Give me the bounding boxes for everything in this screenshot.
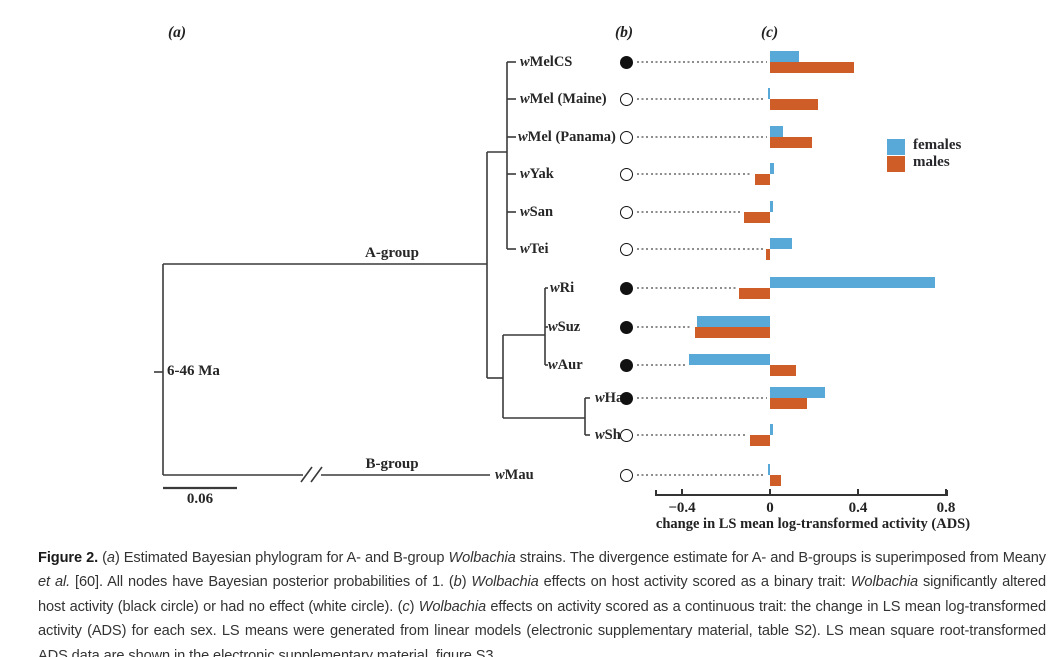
leader-line — [637, 397, 767, 399]
x-axis-tick-label: 0 — [766, 500, 774, 516]
leader-line — [637, 211, 741, 213]
bar-males-wMelPanama — [770, 137, 812, 148]
x-axis-tick-label: −0.4 — [668, 500, 696, 516]
filled-circle-wHa — [619, 391, 633, 405]
bar-males-wYak — [754, 174, 770, 185]
x-axis-end-tick-right — [946, 490, 948, 495]
x-axis-line — [655, 494, 948, 496]
strain-label-wRi: wRi — [550, 280, 575, 296]
bar-males-wMelCS — [770, 62, 854, 73]
leader-line — [637, 61, 767, 63]
panel-c-label: (c) — [761, 24, 779, 41]
leader-line — [637, 248, 763, 250]
panel-a-label: (a) — [168, 24, 187, 41]
bar-females-wYak — [770, 163, 775, 174]
leader-line — [637, 326, 693, 328]
x-axis-tick — [769, 489, 771, 494]
bar-females-wAur — [688, 354, 770, 365]
legend-males-swatch — [887, 156, 905, 172]
bar-males-wAur — [770, 365, 797, 376]
strain-label-wMelMaine: wMel (Maine) — [520, 91, 607, 107]
bar-males-wRi — [739, 288, 770, 299]
x-axis-title: change in LS mean log-transformed activi… — [655, 516, 971, 532]
strain-label-wMelPanama: wMel (Panama) — [518, 129, 616, 145]
bar-males-wSuz — [695, 327, 770, 338]
divergence-estimate-label: 6-46 Ma — [167, 363, 220, 379]
open-circle-wSan — [619, 205, 633, 219]
strain-label-wSan: wSan — [520, 204, 554, 220]
bar-males-wMau — [770, 475, 781, 486]
bar-females-wSan — [770, 201, 773, 212]
x-axis-end-tick-left — [655, 490, 657, 495]
panel-b-label: (b) — [615, 24, 634, 41]
figure-caption: Figure 2. (a) Estimated Bayesian phylogr… — [38, 550, 1046, 657]
leader-line — [637, 364, 686, 366]
leader-line — [637, 474, 765, 476]
strain-label-wAur: wAur — [548, 357, 583, 373]
bar-males-wSh — [750, 435, 770, 446]
bar-females-wMelCS — [770, 51, 799, 62]
leader-line — [637, 173, 752, 175]
filled-circle-wMelCS — [619, 55, 633, 69]
bar-females-wSh — [770, 424, 773, 435]
strain-label-wHa: wHa — [595, 390, 624, 406]
x-axis-tick-label: 0.8 — [936, 500, 956, 516]
open-circle-wMelMaine — [619, 92, 633, 106]
filled-circle-wAur — [619, 358, 633, 372]
bar-males-wTei — [765, 249, 770, 260]
strain-label-wSuz: wSuz — [548, 319, 581, 335]
filled-circle-wRi — [619, 281, 633, 295]
a-group-label: A-group — [365, 245, 419, 261]
open-circle-wMelPanama — [619, 130, 633, 144]
open-circle-wTei — [619, 242, 633, 256]
bar-males-wHa — [770, 398, 808, 409]
b-group-label: B-group — [365, 456, 419, 472]
open-circle-wMau — [619, 468, 633, 482]
bar-females-wMelPanama — [770, 126, 784, 137]
leader-line — [637, 287, 737, 289]
leader-line — [637, 434, 748, 436]
filled-circle-wSuz — [619, 320, 633, 334]
strain-label-wMelCS: wMelCS — [520, 54, 573, 70]
x-axis-tick-label: 0.4 — [848, 500, 868, 516]
legend-females-label: females — [913, 137, 962, 153]
bar-females-wHa — [770, 387, 825, 398]
x-axis-tick — [857, 489, 859, 494]
scale-bar-label: 0.06 — [186, 491, 214, 507]
open-circle-wYak — [619, 167, 633, 181]
bar-females-wRi — [770, 277, 935, 288]
strain-label-wMau: wMau — [495, 467, 534, 483]
strain-label-wSh: wSh — [595, 427, 621, 443]
bar-females-wMelMaine — [767, 88, 771, 99]
x-axis-tick — [945, 489, 947, 494]
x-axis-tick — [681, 489, 683, 494]
strain-label-wTei: wTei — [520, 241, 549, 257]
legend-males-label: males — [913, 154, 950, 170]
legend-females-swatch — [887, 139, 905, 155]
strain-label-wYak: wYak — [520, 166, 554, 182]
bar-females-wMau — [767, 464, 771, 475]
bar-females-wTei — [770, 238, 792, 249]
open-circle-wSh — [619, 428, 633, 442]
bar-males-wMelMaine — [770, 99, 819, 110]
bar-females-wSuz — [697, 316, 770, 327]
leader-line — [637, 136, 767, 138]
bar-males-wSan — [743, 212, 770, 223]
leader-line — [637, 98, 765, 100]
